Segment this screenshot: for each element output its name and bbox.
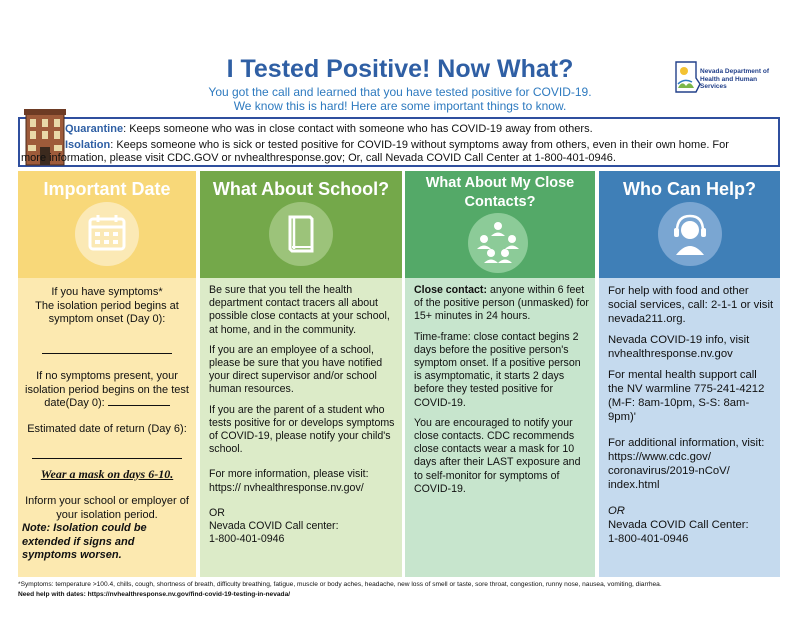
nevada-dhhs-logo (675, 61, 701, 93)
isolation-key: Isolation (65, 139, 111, 151)
isolation-note: Note: Isolation could be extended if sig… (22, 522, 147, 561)
logo-line-1: Nevada Department of (700, 68, 769, 75)
additional-info-text: For additional information, visit: https… (608, 437, 765, 491)
isolation-definition-line-2: more information, please visit CDC.GOV o… (21, 152, 616, 164)
school-paragraph-1: Be sure that you tell the health departm… (209, 284, 390, 336)
quarantine-key: Quarantine (65, 123, 124, 135)
subtitle-line-2: We know this is hard! Here are some impo… (233, 99, 567, 113)
definitions-box (18, 117, 780, 167)
school-call-center-label: Nevada COVID Call center: (209, 520, 339, 533)
school-call-center-number: 1-800-401-0946 (209, 533, 285, 546)
close-contacts-title: What About My Close Contacts? (405, 174, 595, 212)
mental-health-text: For mental health support call the NV wa… (608, 369, 765, 423)
close-contacts-title-line-1: What About My Close (425, 175, 575, 191)
close-contacts-body: Close contact: anyone within 6 feet of t… (405, 278, 595, 577)
who-can-help-body: For help with food and other social serv… (599, 278, 780, 577)
school-more-info: For more information, please visit: http… (209, 468, 369, 494)
important-date-text: If you have symptoms* The isolation peri… (22, 286, 192, 563)
inform-employer-text: Inform your school or employer of your i… (25, 495, 189, 521)
logo-line-2: Health and Human Services (700, 75, 758, 91)
school-paragraph-3: If you are the parent of a student who t… (209, 403, 395, 456)
isolation-start-line: The isolation period begins at symptom o… (35, 299, 179, 326)
close-contact-definition: Close contact: anyone within 6 feet of t… (414, 284, 589, 323)
school-text: Be sure that you tell the health departm… (209, 284, 396, 546)
isolation-definition: Isolation: Keeps someone who is sick or … (65, 139, 729, 152)
subtitle-line-1: You got the call and learned that you ha… (208, 85, 592, 99)
who-can-help-text: For help with food and other social serv… (608, 284, 774, 546)
close-contacts-text: Close contact: anyone within 6 feet of t… (414, 284, 589, 503)
no-symptoms-line: If no symptoms present, your isolation p… (25, 370, 189, 409)
social-services-text: For help with food and other social serv… (608, 285, 774, 325)
who-can-help-title: Who Can Help? (623, 179, 756, 199)
who-can-help-header: Who Can Help? (599, 171, 780, 278)
logo-text: Nevada Department of Health and Human Se… (700, 68, 780, 91)
test-date-blank[interactable] (107, 405, 170, 406)
column-school: What About School? Be sure that you tell… (200, 171, 402, 577)
return-date-line: Estimated date of return (Day 6): (27, 422, 187, 435)
important-date-title: Important Date (43, 179, 171, 199)
quarantine-definition: Quarantine: Keeps someone who was in clo… (65, 123, 593, 136)
building-icon (24, 109, 66, 166)
column-who-can-help: Who Can Help? For help with food and oth… (599, 171, 780, 577)
school-or: OR (209, 506, 225, 519)
mask-reminder: Wear a mask on days 6-10. (40, 466, 174, 481)
symptoms-footnote: *Symptoms: temperature >100.4, chills, c… (18, 581, 662, 588)
page-title: I Tested Positive! Now What? (226, 55, 574, 83)
school-title: What About School? (212, 179, 390, 199)
school-paragraph-2: If you are an employee of a school, plea… (209, 343, 383, 396)
headset-support-icon (658, 202, 722, 266)
school-body: Be sure that you tell the health departm… (200, 278, 402, 577)
isolation-text: : Keeps someone who is sick or tested po… (110, 139, 729, 151)
help-call-center-label: Nevada COVID Call Center: (608, 519, 749, 531)
return-date-blank[interactable] (32, 458, 182, 459)
covid-info-text: Nevada COVID-19 info, visit nvhealthresp… (608, 334, 750, 360)
close-contacts-header: What About My Close Contacts? (405, 171, 595, 278)
important-date-header: Important Date (18, 171, 196, 278)
people-group-icon (468, 213, 528, 273)
symptoms-line: If you have symptoms* (51, 286, 163, 298)
close-contacts-title-line-2: Contacts? (464, 194, 536, 210)
important-date-body: If you have symptoms* The isolation peri… (18, 278, 196, 577)
column-close-contacts: What About My Close Contacts? Close cont… (405, 171, 595, 577)
school-header: What About School? (200, 171, 402, 278)
help-dates-footnote: Need help with dates: https://nvhealthre… (18, 591, 291, 598)
column-important-date: Important Date If you have symptoms* The… (18, 171, 196, 577)
book-icon (269, 202, 333, 266)
time-frame-text: Time-frame: close contact begins 2 days … (414, 330, 581, 409)
notify-contacts-text: You are encouraged to notify your close … (414, 416, 581, 495)
quarantine-text: : Keeps someone who was in close contact… (123, 123, 593, 135)
help-or: OR (608, 505, 625, 517)
calendar-icon (75, 202, 139, 266)
page-subtitle: You got the call and learned that you ha… (0, 85, 800, 113)
footer: *Symptoms: temperature >100.4, chills, c… (18, 580, 662, 600)
symptom-onset-date-blank[interactable] (42, 352, 172, 354)
help-call-center-number: 1-800-401-0946 (608, 533, 689, 545)
